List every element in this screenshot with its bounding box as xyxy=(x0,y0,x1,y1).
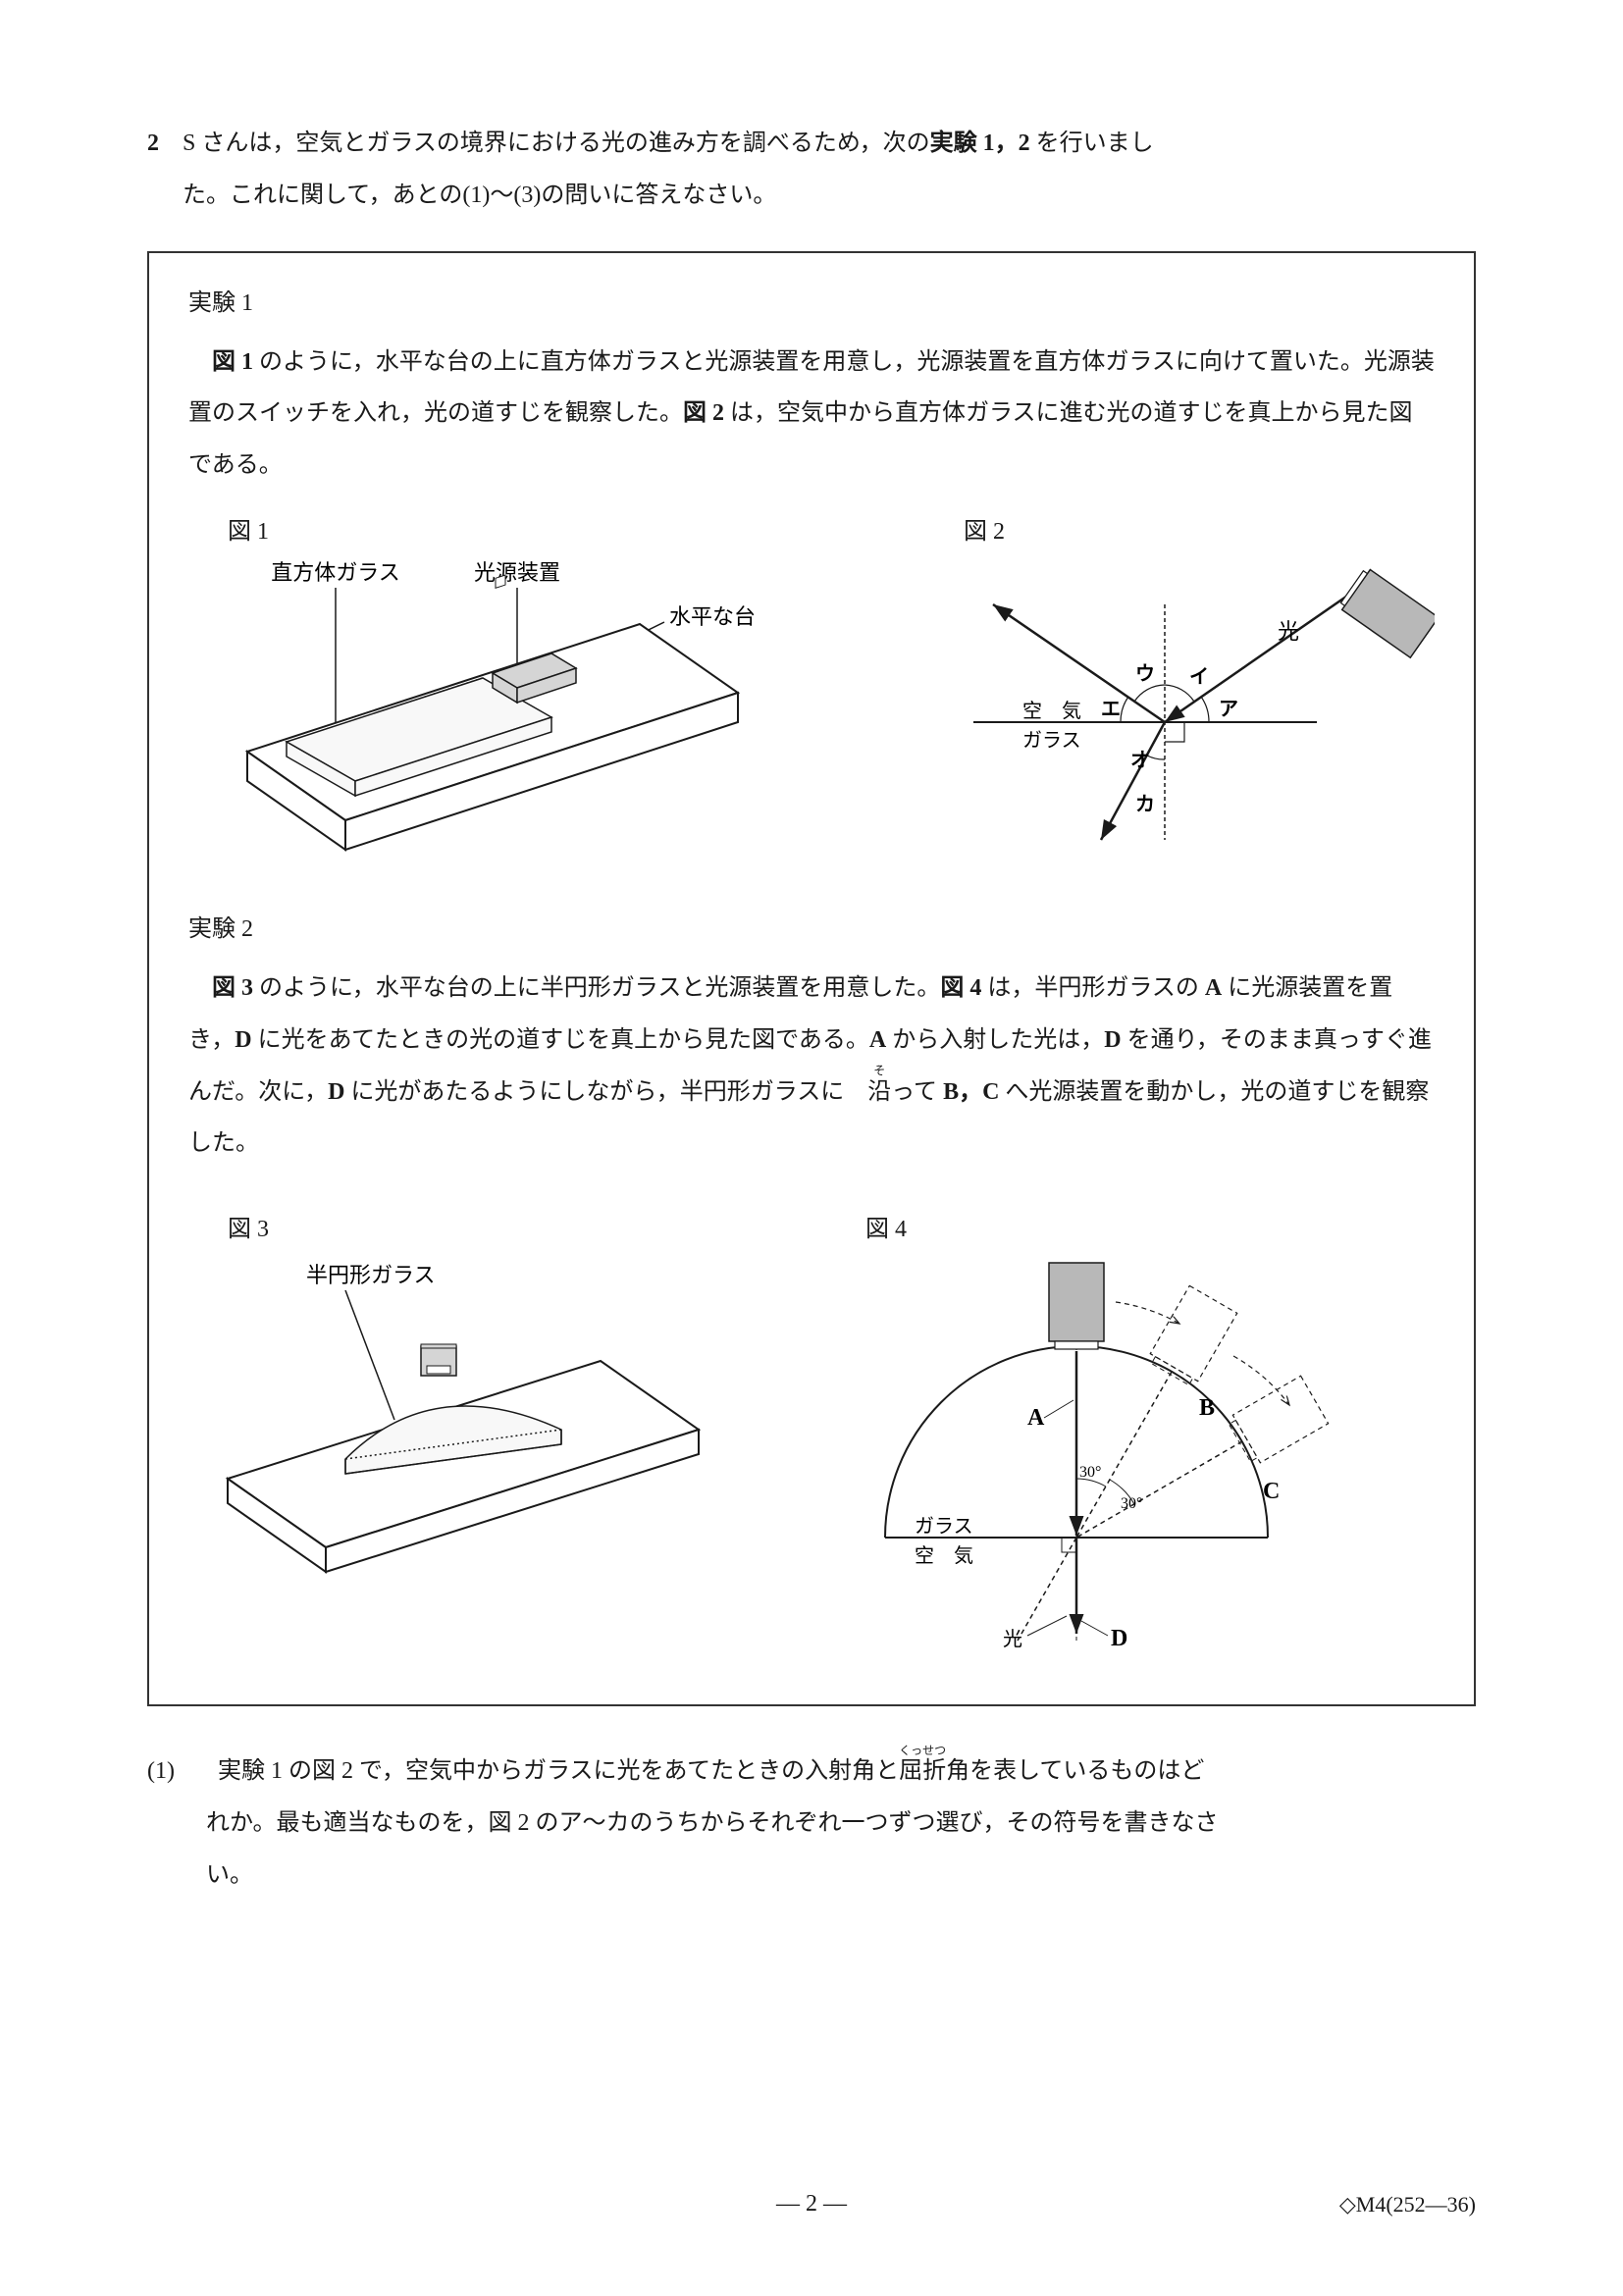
exp2-D2: D xyxy=(1104,1027,1121,1053)
fig3-label: 図 3 xyxy=(188,1209,728,1243)
q1-1a xyxy=(194,1758,218,1784)
header-text-1b: 実験 1，2 xyxy=(930,130,1030,156)
question-number: 2 xyxy=(147,130,159,156)
exp1-fig2-ref: 図 2 xyxy=(683,400,724,426)
experiment-box: 実験 1 図 1 のように，水平な台の上に直方体ガラスと光源装置を用意し，光源装… xyxy=(147,251,1476,1707)
fig4-angle2: 30° xyxy=(1121,1495,1142,1512)
q1-2c: の xyxy=(530,1810,559,1836)
sub-question-1: (1) 実験 1 の図 2 で，空気中からガラスに光をあてたときの入射角とくっせ… xyxy=(147,1746,1476,1901)
exp2-text-n: に光があたるようにしながら，半円形ガラスに xyxy=(344,1079,844,1105)
header-text-1c: を行いまし xyxy=(1030,130,1154,156)
fig2-label-o: オ xyxy=(1130,750,1150,771)
exp1-body: 図 1 のように，水平な台の上に直方体ガラスと光源装置を用意し，光源装置を直方体… xyxy=(188,337,1435,492)
q1-line3: い。 xyxy=(147,1850,1476,1902)
exp1-title: 実験 1 xyxy=(188,283,1435,317)
figure-1-block: 図 1 直方体ガラス 光源装置 水平な台 xyxy=(188,511,777,879)
exp2-text-h: に光をあてたときの光の道すじを真上から見た図である。 xyxy=(252,1027,869,1053)
page-footer: — 2 — ◇M4(252—36) xyxy=(0,2191,1623,2218)
figure-4-svg: A B C D ガラス 空 気 光 30° 30° xyxy=(826,1253,1435,1675)
q1-2e: のうちからそれぞれ一つずつ選び，その符号を書きなさ xyxy=(630,1810,1219,1836)
q1-1d: 図 2 xyxy=(312,1758,353,1784)
fig4-angle1: 30° xyxy=(1079,1464,1101,1481)
exp2-A2: A xyxy=(869,1027,886,1053)
q1-1b: 実験 1 xyxy=(218,1758,283,1784)
fig1-table-label: 水平な台 xyxy=(669,604,756,629)
exp2-D3: D xyxy=(328,1079,344,1105)
q1-ruby: くっせつ屈 xyxy=(899,1746,922,1798)
q1-2a: れか。最も適当なものを， xyxy=(206,1810,489,1836)
fig2-label: 図 2 xyxy=(924,511,1435,546)
exp2-title: 実験 2 xyxy=(188,909,1435,943)
fig1-light-label: 光源装置 xyxy=(474,560,560,585)
exp2-text-b: のように，水平な台の上に半円形ガラスと光源装置を用意した。 xyxy=(253,975,940,1001)
fig4-glass-label: ガラス xyxy=(915,1515,973,1538)
fig3-caption: 半円形ガラス xyxy=(306,1263,436,1287)
header-text-1a: S さんは，空気とガラスの境界における光の進み方を調べるため，次の xyxy=(159,130,930,156)
exp1-fig1-ref: 図 1 xyxy=(212,349,253,375)
exp2-fig3-ref: 図 3 xyxy=(212,975,253,1001)
header-text-2: た。これに関して，あとの(1)～(3)の問いに答えなさい。 xyxy=(147,183,776,208)
fig2-label-i: イ xyxy=(1189,666,1209,688)
fig4-C: C xyxy=(1263,1479,1280,1504)
fig4-air-label: 空 気 xyxy=(915,1544,973,1567)
exp2-ruby: そ沿 xyxy=(844,1067,891,1119)
fig4-label: 図 4 xyxy=(826,1209,1435,1243)
exp2-text-o: って xyxy=(891,1079,943,1105)
exp2-text-j: から入射した光は， xyxy=(886,1027,1104,1053)
exp2-body: 図 3 のように，水平な台の上に半円形ガラスと光源装置を用意した。図 4 は，半… xyxy=(188,963,1435,1170)
q1-1f: 折角を表しているものはど xyxy=(922,1758,1204,1784)
q1-line2: れか。最も適当なものを，図 2 のア～カのうちからそれぞれ一つずつ選び，その符号… xyxy=(147,1798,1476,1850)
question-header: 2 S さんは，空気とガラスの境界における光の進み方を調べるため，次の実験 1，… xyxy=(147,118,1476,222)
fig2-label-a: ア xyxy=(1219,699,1238,720)
fig4-A: A xyxy=(1027,1405,1045,1431)
exp2-D1: D xyxy=(235,1027,251,1053)
exp2-figures: 図 3 半円形ガラス xyxy=(188,1209,1435,1675)
q1-2d: ア～カ xyxy=(559,1810,630,1836)
exp2-text-d: は，半円形ガラスの xyxy=(981,975,1205,1001)
figure-2-svg: 光 空 気 ガラス ア イ ウ エ オ カ xyxy=(924,555,1435,879)
figure-3-block: 図 3 半円形ガラス xyxy=(188,1209,728,1596)
q1-ruby-text: くっせつ xyxy=(899,1738,922,1763)
exp1-figures: 図 1 直方体ガラス 光源装置 水平な台 xyxy=(188,511,1435,879)
fig1-label: 図 1 xyxy=(188,511,777,546)
q1-num: (1) xyxy=(147,1746,194,1798)
q1-1e: で，空気中からガラスに光をあてたときの入射角と xyxy=(353,1758,899,1784)
q1-2b: 図 2 xyxy=(489,1810,530,1836)
fig2-air-label: 空 気 xyxy=(1022,700,1081,722)
figure-2-block: 図 2 xyxy=(924,511,1435,879)
fig2-light-label: 光 xyxy=(1278,619,1299,644)
figure-3-svg: 半円形ガラス xyxy=(188,1253,728,1596)
exp2-ruby-text: そ xyxy=(844,1058,891,1083)
fig1-glass-label: 直方体ガラス xyxy=(271,560,400,585)
fig2-glass-label: ガラス xyxy=(1022,729,1081,752)
exp2-A1: A xyxy=(1205,975,1222,1001)
fig4-D: D xyxy=(1111,1626,1127,1651)
doc-code: ◇M4(252—36) xyxy=(1339,2192,1476,2218)
figure-4-block: 図 4 xyxy=(826,1209,1435,1675)
fig4-light-label: 光 xyxy=(1003,1628,1022,1650)
figure-1-svg: 直方体ガラス 光源装置 水平な台 xyxy=(188,555,777,879)
fig2-label-u: ウ xyxy=(1135,662,1155,685)
fig2-label-ka: カ xyxy=(1135,794,1155,815)
exp2-BC: B，C xyxy=(943,1079,999,1105)
fig2-label-e: エ xyxy=(1101,699,1121,720)
fig4-B: B xyxy=(1199,1395,1215,1421)
exp2-fig4-ref: 図 4 xyxy=(940,975,981,1001)
q1-1c: の xyxy=(283,1758,312,1784)
